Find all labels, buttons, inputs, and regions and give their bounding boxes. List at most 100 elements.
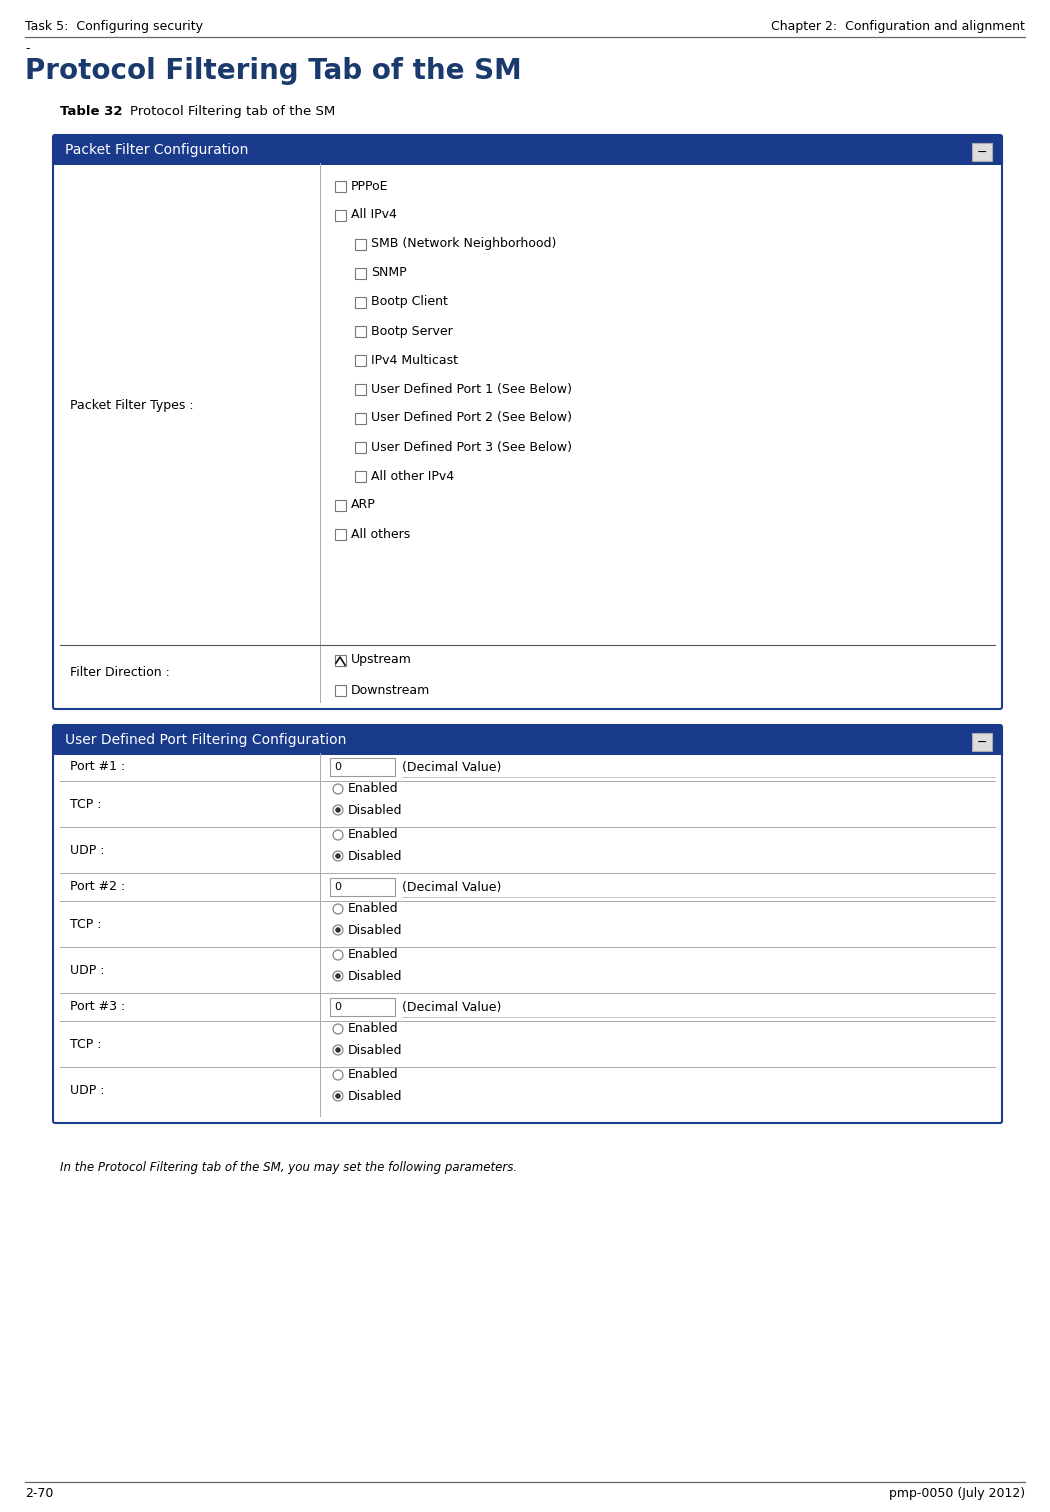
Text: Enabled: Enabled	[348, 903, 399, 915]
Bar	[355, 327, 366, 337]
Circle shape	[333, 1045, 343, 1055]
Text: Enabled: Enabled	[348, 783, 399, 795]
Text: Bootp Server: Bootp Server	[371, 325, 453, 337]
Bar	[355, 355, 366, 366]
Text: Port #1 :: Port #1 :	[70, 761, 125, 774]
Text: Bootp Client: Bootp Client	[371, 295, 448, 308]
Text: SNMP: SNMP	[371, 266, 406, 280]
Text: User Defined Port Filtering Configuration: User Defined Port Filtering Configuratio…	[65, 733, 346, 747]
Bar	[355, 442, 366, 454]
Text: IPv4 Multicast: IPv4 Multicast	[371, 354, 458, 366]
Bar	[330, 758, 395, 776]
Text: Disabled: Disabled	[348, 850, 402, 862]
Text: Disabled: Disabled	[348, 1043, 402, 1057]
Text: Packet Filter Types :: Packet Filter Types :	[70, 399, 193, 411]
Text: Enabled: Enabled	[348, 1022, 399, 1036]
Bar	[335, 655, 346, 665]
Bar	[355, 239, 366, 249]
Text: All other IPv4: All other IPv4	[371, 470, 454, 482]
Circle shape	[333, 1092, 343, 1101]
Text: SMB (Network Neighborhood): SMB (Network Neighborhood)	[371, 237, 556, 251]
Circle shape	[333, 851, 343, 860]
Text: Filter Direction :: Filter Direction :	[70, 665, 170, 679]
Text: Enabled: Enabled	[348, 829, 399, 842]
Circle shape	[335, 974, 341, 978]
Bar	[335, 210, 346, 221]
Bar	[335, 500, 346, 511]
Circle shape	[333, 971, 343, 981]
FancyBboxPatch shape	[52, 724, 1002, 754]
Text: Protocol Filtering Tab of the SM: Protocol Filtering Tab of the SM	[25, 57, 522, 85]
Circle shape	[333, 804, 343, 815]
Text: 2-70: 2-70	[25, 1486, 54, 1500]
Text: Enabled: Enabled	[348, 948, 399, 962]
Circle shape	[333, 785, 343, 794]
Bar	[355, 413, 366, 423]
Text: Table 32: Table 32	[60, 104, 123, 118]
Text: PPPoE: PPPoE	[351, 180, 388, 192]
Text: −: −	[976, 735, 987, 748]
FancyBboxPatch shape	[52, 135, 1002, 165]
Bar	[335, 529, 346, 540]
Text: Packet Filter Configuration: Packet Filter Configuration	[65, 144, 249, 157]
Text: All others: All others	[351, 528, 411, 540]
Text: 0: 0	[334, 762, 341, 773]
FancyBboxPatch shape	[52, 135, 1002, 709]
Circle shape	[333, 904, 343, 913]
Text: Task 5:  Configuring security: Task 5: Configuring security	[25, 20, 203, 33]
Text: 0: 0	[334, 881, 341, 892]
Text: Disabled: Disabled	[348, 969, 402, 983]
Text: Chapter 2:  Configuration and alignment: Chapter 2: Configuration and alignment	[771, 20, 1025, 33]
Text: ARP: ARP	[351, 499, 376, 511]
Text: Downstream: Downstream	[351, 683, 430, 697]
Text: All IPv4: All IPv4	[351, 209, 397, 221]
Text: Port #2 :: Port #2 :	[70, 880, 125, 894]
Text: Disabled: Disabled	[348, 803, 402, 816]
Text: (Decimal Value): (Decimal Value)	[402, 880, 502, 894]
Text: Disabled: Disabled	[348, 924, 402, 936]
Text: (Decimal Value): (Decimal Value)	[402, 761, 502, 774]
Circle shape	[333, 950, 343, 960]
Circle shape	[333, 1070, 343, 1080]
Text: (Decimal Value): (Decimal Value)	[402, 1001, 502, 1013]
Circle shape	[335, 1048, 341, 1052]
Text: Enabled: Enabled	[348, 1069, 399, 1081]
Bar	[355, 384, 366, 395]
Text: TCP :: TCP :	[70, 797, 102, 810]
Text: −: −	[976, 145, 987, 159]
Text: Disabled: Disabled	[348, 1090, 402, 1102]
Text: User Defined Port 2 (See Below): User Defined Port 2 (See Below)	[371, 411, 572, 425]
Text: Upstream: Upstream	[351, 653, 412, 667]
Text: User Defined Port 1 (See Below): User Defined Port 1 (See Below)	[371, 383, 572, 396]
Bar	[330, 878, 395, 897]
Bar	[330, 998, 395, 1016]
Circle shape	[335, 853, 341, 859]
Circle shape	[335, 807, 341, 813]
Bar	[355, 472, 366, 482]
Text: User Defined Port 3 (See Below): User Defined Port 3 (See Below)	[371, 440, 572, 454]
Text: In the Protocol Filtering tab of the SM, you may set the following parameters.: In the Protocol Filtering tab of the SM,…	[60, 1161, 517, 1173]
Bar	[335, 181, 346, 192]
Bar	[355, 268, 366, 280]
Bar	[972, 733, 992, 751]
Text: UDP :: UDP :	[70, 844, 105, 856]
Circle shape	[333, 1024, 343, 1034]
Circle shape	[335, 1093, 341, 1099]
Text: -: -	[25, 42, 29, 54]
Text: TCP :: TCP :	[70, 1037, 102, 1051]
Text: pmp-0050 (July 2012): pmp-0050 (July 2012)	[889, 1486, 1025, 1500]
Circle shape	[335, 927, 341, 933]
Text: UDP :: UDP :	[70, 963, 105, 977]
Text: Port #3 :: Port #3 :	[70, 1001, 125, 1013]
FancyBboxPatch shape	[52, 724, 1002, 1123]
Text: TCP :: TCP :	[70, 918, 102, 930]
Bar	[355, 296, 366, 308]
Bar	[972, 144, 992, 160]
Text: 0: 0	[334, 1002, 341, 1012]
Circle shape	[333, 830, 343, 841]
Bar	[335, 685, 346, 696]
Circle shape	[333, 925, 343, 934]
Text: Protocol Filtering tab of the SM: Protocol Filtering tab of the SM	[130, 104, 335, 118]
Bar	[55, 138, 1000, 163]
Text: UDP :: UDP :	[70, 1084, 105, 1096]
